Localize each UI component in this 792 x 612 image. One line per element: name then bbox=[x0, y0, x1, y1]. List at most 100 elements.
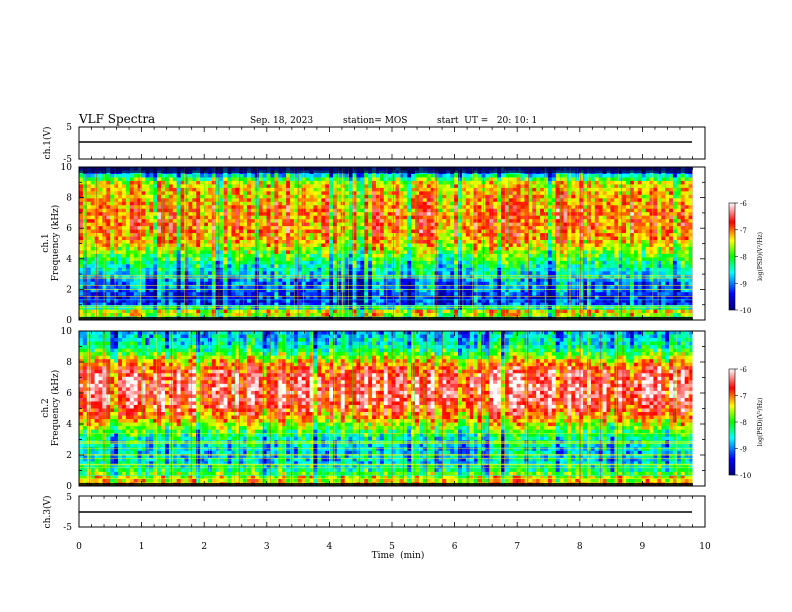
spectrogram-cell bbox=[379, 295, 385, 300]
spectrogram-cell bbox=[153, 215, 158, 220]
spectrogram-cell bbox=[106, 184, 111, 189]
spectrogram-cell bbox=[501, 246, 506, 251]
spectrogram-cell bbox=[215, 184, 221, 189]
spectrogram-cell bbox=[368, 187, 373, 192]
spectrogram-cell bbox=[360, 292, 365, 297]
spectrogram-cell bbox=[332, 222, 338, 227]
spectrogram-cell bbox=[352, 285, 357, 290]
spectrogram-cell bbox=[270, 243, 275, 248]
spectrogram-cell bbox=[176, 267, 181, 272]
spectrogram-cell bbox=[411, 306, 416, 310]
spectrogram-cell bbox=[250, 288, 256, 293]
spectrogram-cell bbox=[465, 226, 471, 230]
spectrogram-cell bbox=[372, 208, 377, 213]
spectrogram-cell bbox=[168, 299, 174, 304]
spectrogram-cell bbox=[286, 215, 291, 220]
spectrogram-cell bbox=[235, 208, 240, 213]
spectrogram-cell bbox=[243, 253, 248, 258]
spectrogram-cell bbox=[450, 222, 455, 227]
spectrogram-cell bbox=[149, 246, 154, 251]
spectrogram-cell bbox=[454, 267, 459, 272]
spectrogram-cell bbox=[399, 271, 404, 276]
spectrogram-cell bbox=[360, 212, 365, 217]
spectrogram-cell bbox=[98, 236, 103, 241]
spectrogram-cell bbox=[418, 236, 424, 241]
spectrogram-cell bbox=[247, 253, 252, 258]
spectrogram-cell bbox=[372, 177, 377, 182]
spectrogram-cell bbox=[164, 191, 170, 196]
spectrogram-cell bbox=[196, 288, 201, 293]
spectrogram-cell bbox=[305, 212, 310, 217]
spectrogram-cell bbox=[106, 264, 111, 269]
spectrogram-cell bbox=[262, 243, 267, 248]
spectrogram-cell bbox=[493, 285, 498, 290]
spectrogram-cell bbox=[379, 229, 385, 234]
spectrogram-cell bbox=[270, 229, 275, 234]
spectrogram-cell bbox=[149, 306, 154, 310]
spectrogram-cell bbox=[231, 302, 236, 307]
spectrogram-cell bbox=[219, 177, 224, 182]
spectrogram-cell bbox=[98, 253, 103, 258]
spectrogram-cell bbox=[274, 194, 279, 199]
spectrogram-cell bbox=[110, 236, 115, 241]
spectrogram-cell bbox=[200, 212, 205, 217]
spectrogram-cell bbox=[465, 285, 471, 290]
spectrogram-cell bbox=[247, 201, 252, 206]
spectrogram-cell bbox=[106, 285, 111, 290]
spectrogram-cell bbox=[274, 281, 279, 286]
spectrogram-cell bbox=[375, 187, 381, 192]
spectrogram-cell bbox=[407, 180, 412, 185]
spectrogram-cell bbox=[239, 191, 244, 196]
spectrogram-cell bbox=[477, 313, 482, 317]
spectrogram-cell bbox=[501, 201, 506, 206]
spectrogram-cell bbox=[426, 222, 432, 227]
spectrogram-cell bbox=[426, 229, 432, 234]
spectrogram-cell bbox=[227, 180, 232, 185]
spectrogram-cell bbox=[235, 246, 240, 251]
spectrogram-cell bbox=[297, 309, 303, 314]
spectrogram-cell bbox=[247, 233, 252, 237]
spectrogram-cell bbox=[442, 173, 447, 178]
spectrogram-cell bbox=[290, 302, 295, 307]
spectrogram-cell bbox=[200, 309, 205, 314]
spectrogram-cell bbox=[118, 187, 123, 192]
spectrogram-cell bbox=[352, 264, 357, 269]
spectrogram-cell bbox=[469, 222, 475, 227]
spectrogram-cell bbox=[465, 306, 471, 310]
spectrogram-cell bbox=[387, 285, 392, 290]
spectrogram-cell bbox=[141, 194, 146, 199]
spectrogram-cell bbox=[90, 260, 96, 265]
spectrogram-cell bbox=[192, 285, 197, 290]
spectrogram-cell bbox=[379, 184, 385, 189]
spectrogram-cell bbox=[450, 250, 455, 255]
spectrogram-cell bbox=[332, 236, 338, 241]
spectrogram-cell bbox=[149, 198, 154, 203]
spectrogram-cell bbox=[231, 309, 236, 314]
spectrogram-cell bbox=[411, 309, 416, 314]
spectrogram-cell bbox=[434, 309, 439, 314]
spectrogram-cell bbox=[94, 177, 99, 182]
spectrogram-cell bbox=[102, 212, 107, 217]
spectrogram-cell bbox=[149, 260, 154, 265]
spectrogram-cell bbox=[321, 208, 326, 213]
spectrogram-cell bbox=[266, 173, 271, 178]
spectrogram-cell bbox=[243, 229, 248, 234]
spectrogram-cell bbox=[446, 198, 451, 203]
spectrogram-cell bbox=[278, 292, 283, 297]
spectrogram-cell bbox=[125, 198, 131, 203]
spectrogram-cell bbox=[446, 180, 451, 185]
spectrogram-cell bbox=[94, 243, 99, 248]
spectrogram-cell bbox=[407, 302, 412, 307]
spectrogram-cell bbox=[145, 260, 150, 265]
spectrogram-cell bbox=[422, 264, 428, 269]
spectrogram-cell bbox=[290, 271, 295, 276]
spectrogram-cell bbox=[411, 191, 416, 196]
spectrogram-cell bbox=[325, 253, 330, 258]
spectrogram-cell bbox=[504, 205, 510, 210]
spectrogram-cell bbox=[118, 299, 123, 304]
spectrogram-cell bbox=[125, 246, 131, 251]
spectrogram-cell bbox=[293, 295, 299, 300]
spectrogram-cell bbox=[114, 264, 119, 269]
spectrogram-cell bbox=[157, 184, 162, 189]
spectrogram-cell bbox=[106, 233, 111, 237]
